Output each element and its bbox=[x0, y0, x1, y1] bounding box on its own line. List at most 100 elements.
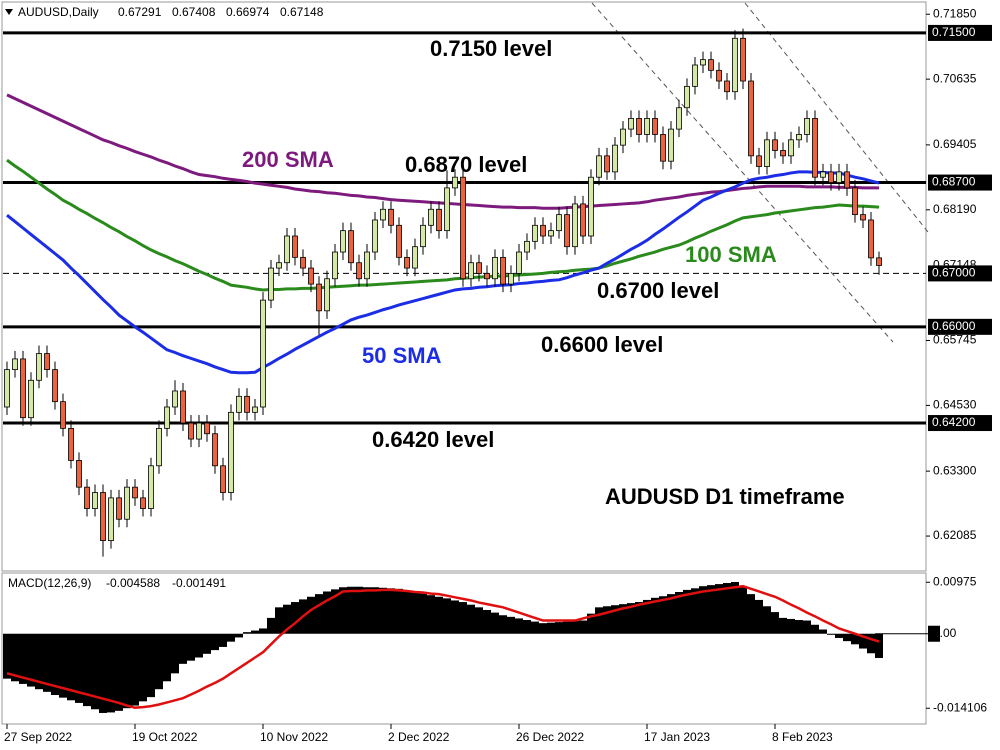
signal-line bbox=[6, 584, 880, 709]
candle-body bbox=[548, 230, 554, 237]
candle-body bbox=[836, 171, 842, 183]
candle-body bbox=[772, 139, 778, 151]
macd-bar bbox=[555, 622, 563, 634]
macd-bar bbox=[691, 588, 699, 634]
macd-bar bbox=[843, 633, 851, 642]
level-label: 0.6420 level bbox=[372, 427, 494, 452]
macd-bar bbox=[163, 633, 171, 682]
candle-body bbox=[364, 251, 370, 280]
macd-bar bbox=[275, 607, 283, 634]
macd-bar bbox=[787, 618, 795, 634]
macd-value: -0.004588 bbox=[106, 576, 160, 590]
macd-bar bbox=[203, 633, 211, 654]
macd-bar bbox=[531, 621, 539, 634]
macd-bar bbox=[715, 584, 723, 634]
channel-line bbox=[744, 2, 929, 233]
candle-body bbox=[412, 246, 418, 269]
macd-bar bbox=[123, 633, 131, 709]
macd-bar bbox=[363, 587, 371, 634]
y-tick-label: 0.70635 bbox=[933, 71, 977, 85]
macd-bar bbox=[371, 587, 379, 634]
candle-body bbox=[204, 422, 210, 435]
macd-bar bbox=[435, 596, 443, 634]
candle-body bbox=[804, 118, 810, 135]
candle-body bbox=[444, 187, 450, 232]
price-pane bbox=[1, 1, 927, 572]
macd-bar bbox=[803, 620, 811, 634]
candle-body bbox=[532, 224, 538, 242]
macd-bar bbox=[723, 583, 731, 634]
symbol-label: AUDUSD,Daily bbox=[18, 5, 99, 19]
x-tick-label: 27 Sep 2022 bbox=[4, 730, 72, 744]
candle-body bbox=[252, 406, 258, 413]
chart-annotation: AUDUSD D1 timeframe bbox=[605, 484, 845, 509]
candle-body bbox=[796, 134, 802, 141]
macd-bar bbox=[347, 586, 355, 634]
macd-bar bbox=[699, 586, 707, 634]
macd-bar bbox=[875, 633, 883, 658]
candle-body bbox=[332, 251, 338, 280]
macd-bar bbox=[411, 592, 419, 634]
candle-body bbox=[284, 235, 290, 264]
candle-body bbox=[604, 155, 610, 173]
y-tick-label: 0.62085 bbox=[933, 528, 977, 542]
level-price-label: 0.66000 bbox=[932, 319, 976, 333]
candle-body bbox=[828, 171, 834, 183]
macd-title: MACD(12,26,9) bbox=[8, 576, 91, 590]
candle-body bbox=[4, 369, 10, 408]
candle-body bbox=[388, 208, 394, 226]
candle-body bbox=[156, 427, 162, 467]
macd-bar bbox=[459, 602, 467, 634]
macd-bar bbox=[867, 633, 875, 654]
macd-bar bbox=[539, 623, 547, 634]
macd-bar bbox=[635, 602, 643, 634]
macd-bar bbox=[627, 603, 635, 634]
macd-bar bbox=[131, 633, 139, 706]
ohlc-value: 0.67291 bbox=[118, 5, 162, 19]
macd-bar bbox=[507, 616, 515, 634]
candle-body bbox=[236, 395, 242, 413]
macd-bar bbox=[11, 633, 19, 682]
candle-body bbox=[788, 139, 794, 157]
macd-bar bbox=[51, 633, 59, 696]
candle-body bbox=[308, 267, 314, 285]
candle-body bbox=[580, 203, 586, 237]
macd-bar bbox=[523, 620, 531, 634]
macd-bar bbox=[795, 620, 803, 634]
candle-body bbox=[84, 486, 90, 509]
level-price-box bbox=[928, 174, 992, 191]
candle-body bbox=[212, 433, 218, 467]
candle-body bbox=[492, 256, 498, 280]
macd-bar bbox=[219, 633, 227, 647]
macd-bar bbox=[19, 633, 27, 684]
candle-body bbox=[92, 492, 98, 509]
candle-body bbox=[52, 369, 58, 403]
macd-bar bbox=[283, 604, 291, 634]
macd-bar bbox=[155, 633, 163, 690]
macd-bar bbox=[355, 586, 363, 634]
y-tick-label: 0.63300 bbox=[933, 463, 977, 477]
candle-body bbox=[244, 395, 250, 413]
macd-bar bbox=[99, 633, 107, 713]
candle-body bbox=[676, 107, 682, 130]
y-tick-label: 0.65745 bbox=[933, 333, 977, 347]
candle-body bbox=[628, 118, 634, 130]
macd-bar bbox=[611, 605, 619, 634]
y-tick-label: 0.71850 bbox=[933, 6, 977, 20]
candle-body bbox=[380, 208, 386, 221]
candle-body bbox=[780, 150, 786, 157]
macd-bar bbox=[851, 633, 859, 645]
candle-body bbox=[340, 230, 346, 253]
macd-bar bbox=[419, 593, 427, 634]
macd-bar bbox=[315, 594, 323, 634]
candle-body bbox=[612, 144, 618, 173]
macd-bar bbox=[451, 600, 459, 634]
macd-bar bbox=[859, 633, 867, 649]
symbol-arrow bbox=[5, 9, 13, 15]
level-price-box bbox=[928, 415, 992, 432]
macd-bar bbox=[747, 594, 755, 634]
macd-bar bbox=[339, 587, 347, 634]
macd-bar bbox=[827, 633, 835, 635]
candle-body bbox=[140, 497, 146, 509]
candle-body bbox=[732, 37, 738, 93]
